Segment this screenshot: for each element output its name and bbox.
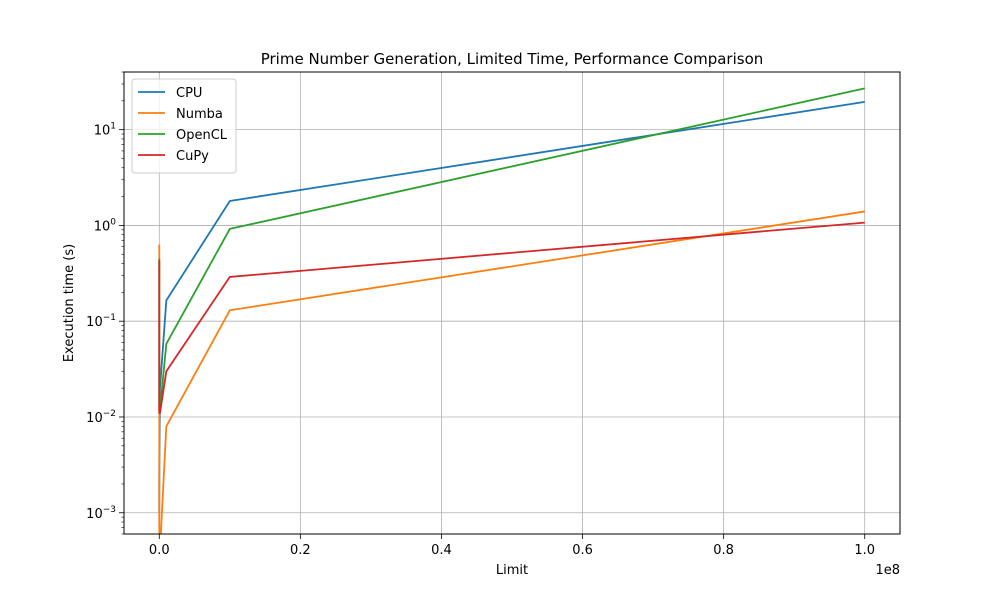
x-tick-label: 0.8 (713, 543, 734, 558)
y-tick-label: 10−2 (86, 409, 116, 426)
y-tick-label: 101 (94, 122, 116, 139)
x-axis-ticks: 0.0 0.2 0.4 0.6 0.8 1.0 (149, 534, 875, 558)
y-axis-ticks: 10−3 10−2 10−1 100 101 (86, 71, 124, 535)
y-tick-label: 10−3 (86, 505, 116, 522)
series-lines (158, 87, 865, 534)
y-tick-label: 10−1 (86, 313, 116, 330)
plot-frame (123, 71, 901, 535)
legend-box (131, 78, 237, 174)
legend-label-cpu: CPU (176, 86, 202, 101)
x-tick-label: 0.4 (431, 543, 452, 558)
y-tick-label: 100 (94, 217, 117, 234)
series-line-cupy (158, 221, 865, 414)
legend-label-opencl: OpenCL (176, 128, 228, 143)
x-tick-label: 0.6 (572, 543, 593, 558)
x-tick-label: 1.0 (854, 543, 875, 558)
x-axis-label: Limit (496, 563, 528, 578)
x-axis-offset-label: 1e8 (875, 563, 900, 578)
x-tick-label: 0.0 (149, 543, 170, 558)
y-axis-label: Execution time (s) (62, 244, 77, 362)
legend-label-numba: Numba (176, 107, 223, 122)
x-tick-label: 0.2 (290, 543, 311, 558)
legend: CPU Numba OpenCL CuPy (131, 78, 237, 174)
legend-label-cupy: CuPy (176, 149, 209, 164)
chart-title: Prime Number Generation, Limited Time, P… (261, 50, 764, 68)
series-line-numba (158, 210, 865, 534)
